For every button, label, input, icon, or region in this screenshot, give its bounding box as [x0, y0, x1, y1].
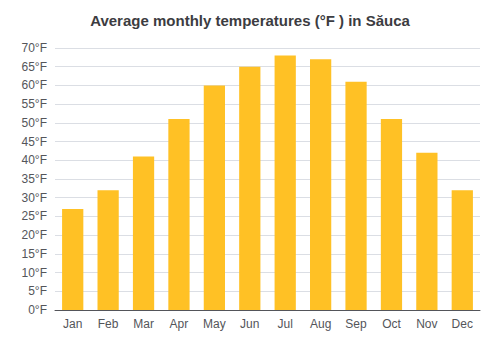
svg-text:55°F: 55°F — [22, 97, 47, 111]
svg-text:20°F: 20°F — [22, 228, 47, 242]
svg-text:60°F: 60°F — [22, 78, 47, 92]
svg-text:15°F: 15°F — [22, 247, 47, 261]
svg-text:50°F: 50°F — [22, 116, 47, 130]
svg-text:10°F: 10°F — [22, 266, 47, 280]
svg-text:Jun: Jun — [240, 317, 259, 331]
svg-text:Apr: Apr — [170, 317, 189, 331]
svg-text:65°F: 65°F — [22, 60, 47, 74]
svg-text:30°F: 30°F — [22, 191, 47, 205]
svg-text:Sep: Sep — [345, 317, 367, 331]
svg-text:45°F: 45°F — [22, 135, 47, 149]
svg-text:Jul: Jul — [278, 317, 293, 331]
svg-text:70°F: 70°F — [22, 41, 47, 55]
svg-text:0°F: 0°F — [28, 303, 47, 317]
svg-text:Mar: Mar — [133, 317, 154, 331]
svg-text:May: May — [203, 317, 226, 331]
svg-text:Jan: Jan — [63, 317, 82, 331]
svg-text:35°F: 35°F — [22, 172, 47, 186]
svg-text:40°F: 40°F — [22, 153, 47, 167]
svg-text:Oct: Oct — [382, 317, 401, 331]
svg-text:5°F: 5°F — [28, 284, 47, 298]
svg-text:Aug: Aug — [310, 317, 331, 331]
svg-text:Feb: Feb — [98, 317, 119, 331]
svg-text:Average monthly temperatures (: Average monthly temperatures (°F ) in Să… — [90, 12, 410, 29]
svg-text:Dec: Dec — [452, 317, 473, 331]
svg-text:Nov: Nov — [416, 317, 437, 331]
svg-text:25°F: 25°F — [22, 209, 47, 223]
